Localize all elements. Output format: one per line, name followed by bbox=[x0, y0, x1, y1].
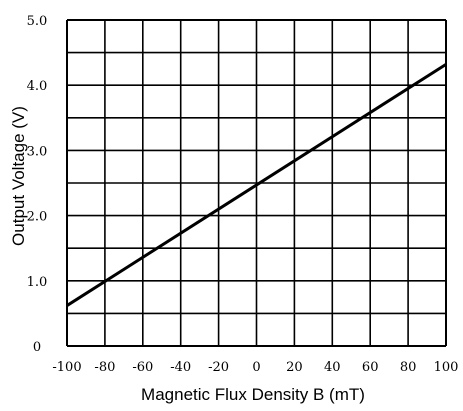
y-tick-label: 3.0 bbox=[27, 144, 48, 159]
y-axis-label: Output Voltage (V) bbox=[9, 106, 28, 246]
x-tick-label: -40 bbox=[170, 360, 191, 375]
x-tick-label: -20 bbox=[208, 360, 229, 375]
y-tick-label: 2.0 bbox=[27, 210, 48, 225]
x-tick-label: 100 bbox=[434, 360, 459, 375]
x-tick-label: 0 bbox=[252, 360, 260, 375]
y-tick-label: 4.0 bbox=[27, 79, 48, 94]
x-tick-label: 20 bbox=[286, 360, 303, 375]
grid bbox=[66, 19, 447, 347]
x-tick-label: -60 bbox=[132, 360, 153, 375]
y-tick-labels: 0 1.0 2.0 3.0 4.0 5.0 bbox=[27, 14, 48, 355]
x-tick-label: 60 bbox=[362, 360, 379, 375]
x-tick-labels: -100 -80 -60 -40 -20 0 20 40 60 80 100 bbox=[52, 360, 458, 375]
y-tick-label: 5.0 bbox=[27, 14, 48, 29]
series-group bbox=[66, 63, 447, 307]
series-line bbox=[66, 63, 447, 307]
x-tick-label: 40 bbox=[324, 360, 341, 375]
x-axis-label: Magnetic Flux Density B (mT) bbox=[141, 385, 365, 404]
x-tick-label: -100 bbox=[52, 360, 81, 375]
x-tick-label: 80 bbox=[400, 360, 417, 375]
y-tick-label: 1.0 bbox=[27, 275, 48, 290]
y-tick-label: 0 bbox=[33, 340, 41, 355]
x-tick-label: -80 bbox=[94, 360, 115, 375]
